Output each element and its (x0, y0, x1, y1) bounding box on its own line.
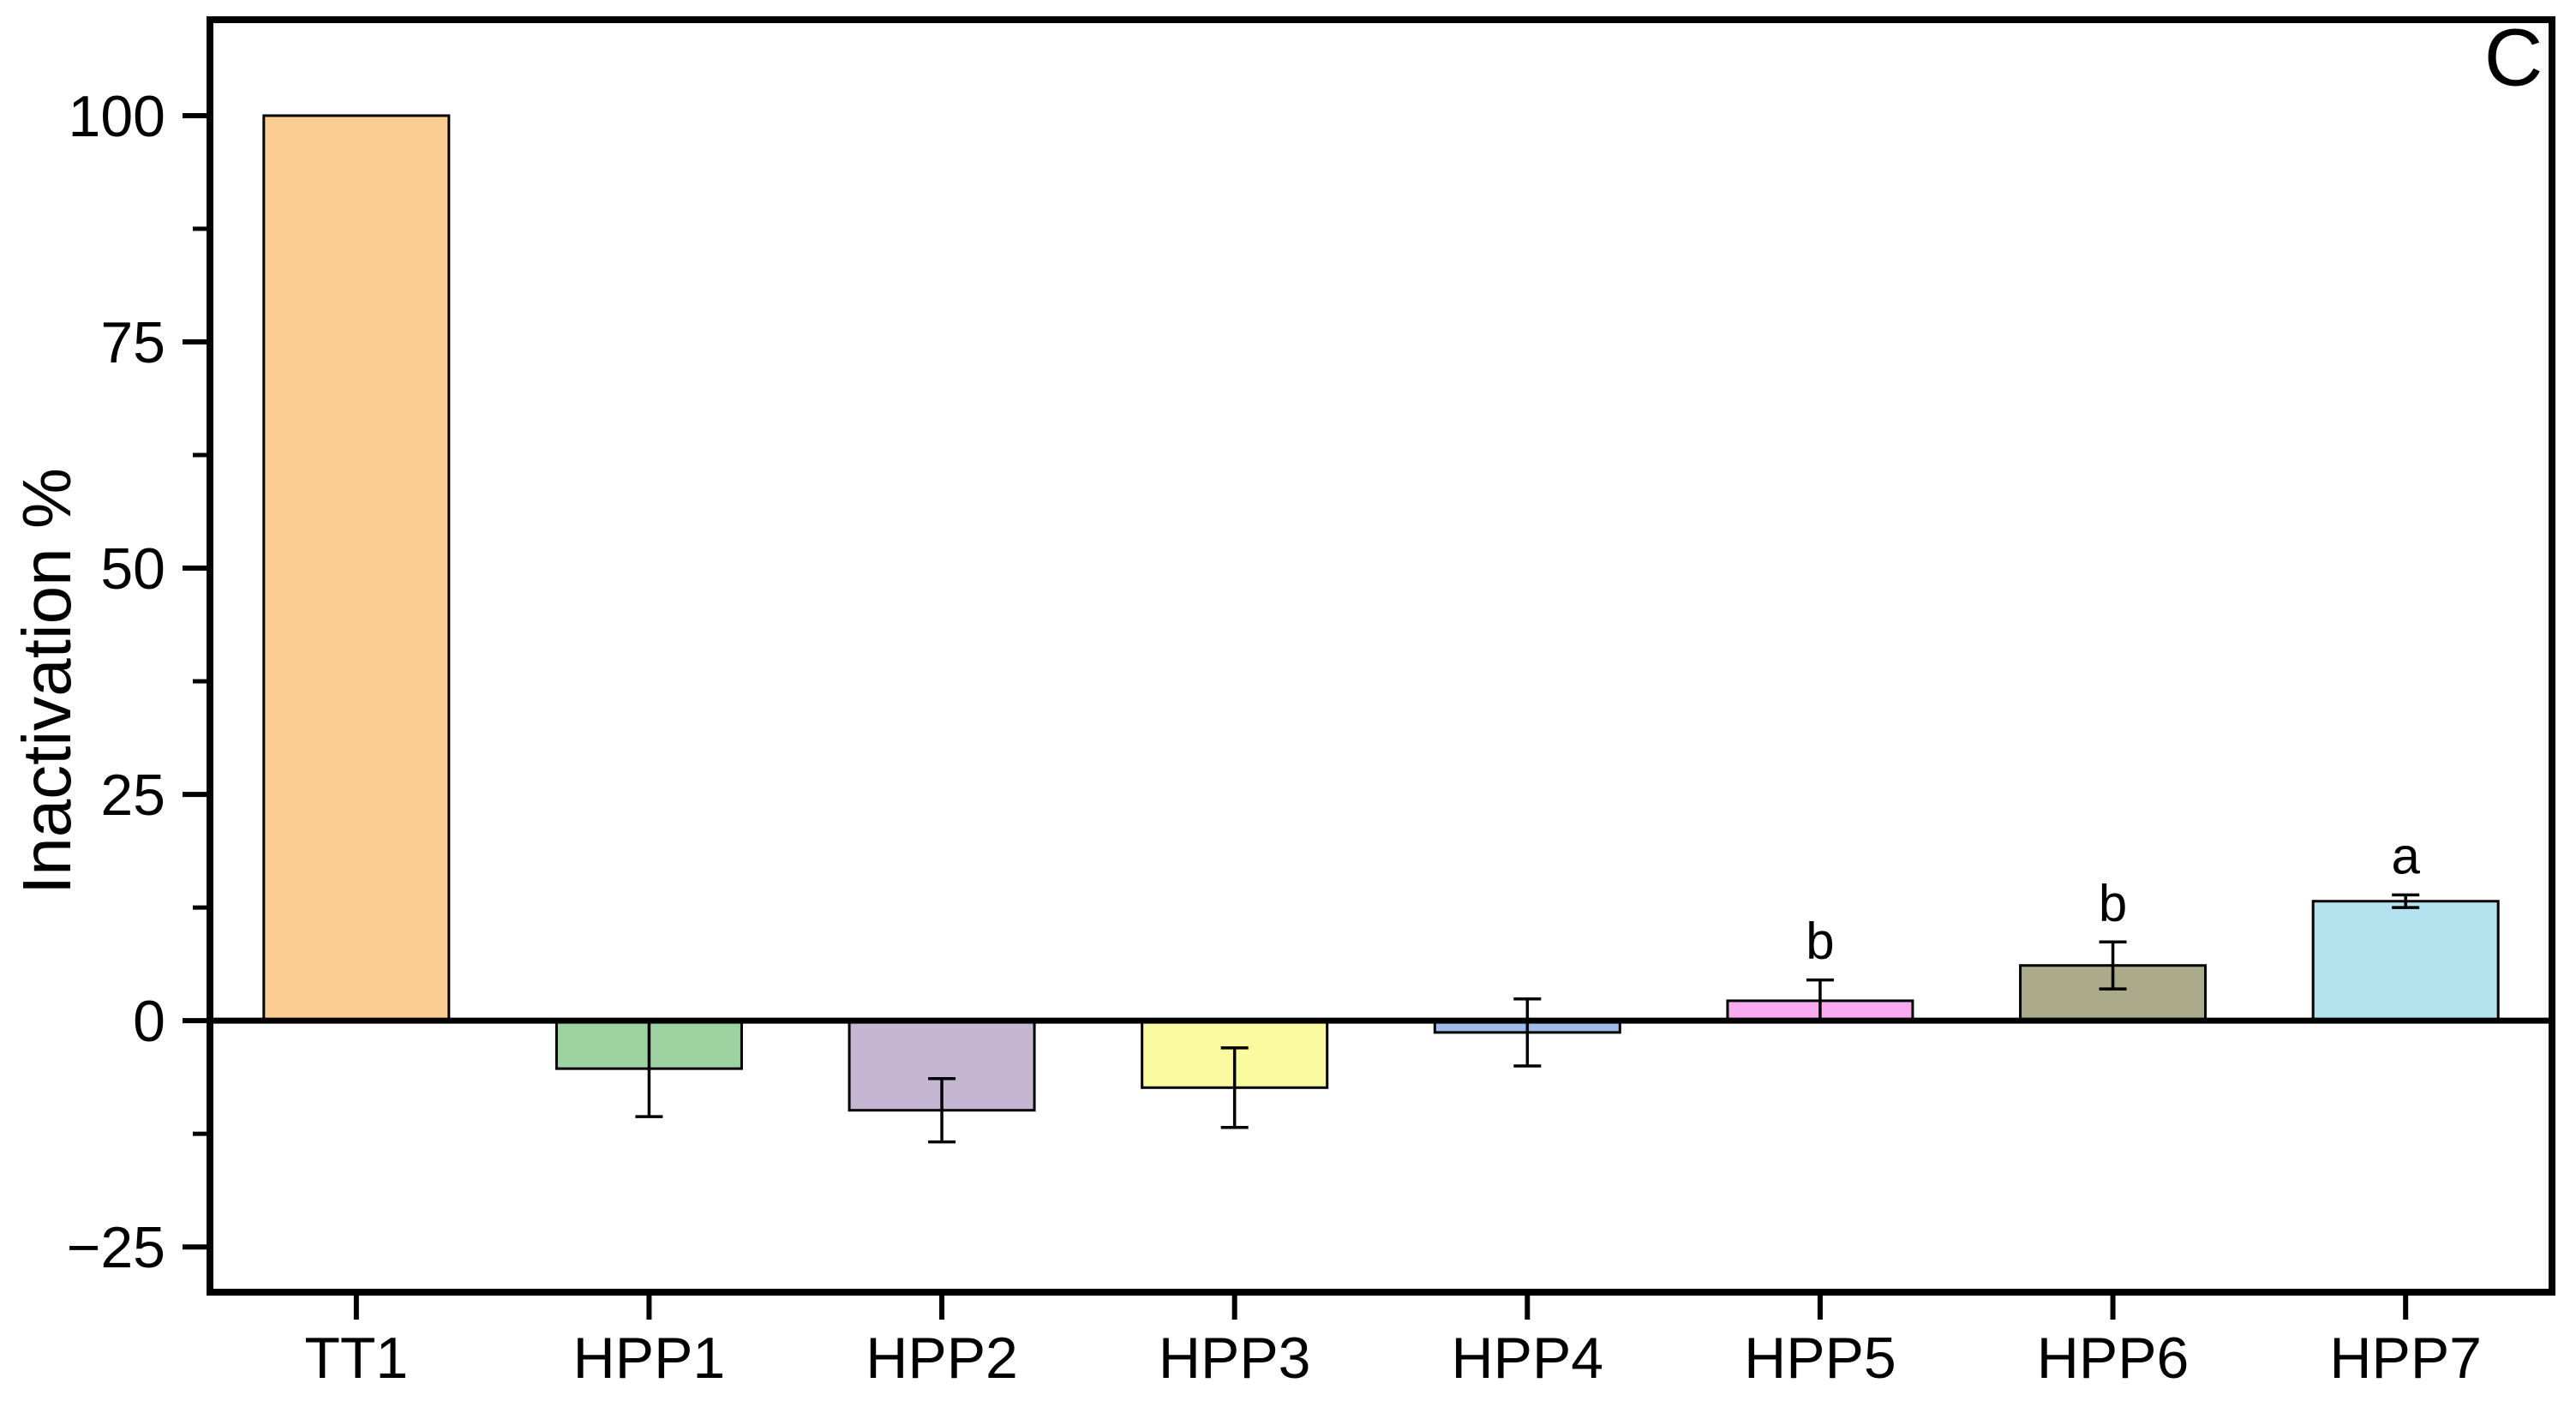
y-axis-title: Inactivation % (9, 467, 85, 895)
panel-label: C (2483, 12, 2543, 104)
significance-letter-hpp5: b (1806, 913, 1834, 970)
x-tick-label-hpp1: HPP1 (573, 1326, 726, 1391)
x-tick-label-hpp7: HPP7 (2329, 1326, 2482, 1391)
x-tick-label-hpp3: HPP3 (1159, 1326, 1311, 1391)
significance-letter-hpp7: a (2392, 827, 2421, 884)
x-tick-label-tt1: TT1 (304, 1326, 408, 1391)
x-tick-label-hpp6: HPP6 (2037, 1326, 2190, 1391)
y-tick-label: −25 (67, 1215, 165, 1280)
axes-frame (207, 16, 2555, 1296)
significance-letter-hpp6: b (2099, 874, 2127, 931)
bar-hpp7 (2311, 900, 2500, 1022)
y-tick-label: 50 (100, 536, 165, 602)
bar-tt1 (262, 114, 451, 1022)
x-tick-label-hpp4: HPP4 (1451, 1326, 1603, 1391)
y-tick-label: 75 (100, 310, 165, 375)
x-tick-label-hpp5: HPP5 (1744, 1326, 1896, 1391)
y-tick-label: 0 (133, 989, 165, 1054)
x-tick-label-hpp2: HPP2 (866, 1326, 1018, 1391)
y-tick-label: 100 (69, 84, 165, 149)
y-tick-label: 25 (100, 763, 165, 828)
